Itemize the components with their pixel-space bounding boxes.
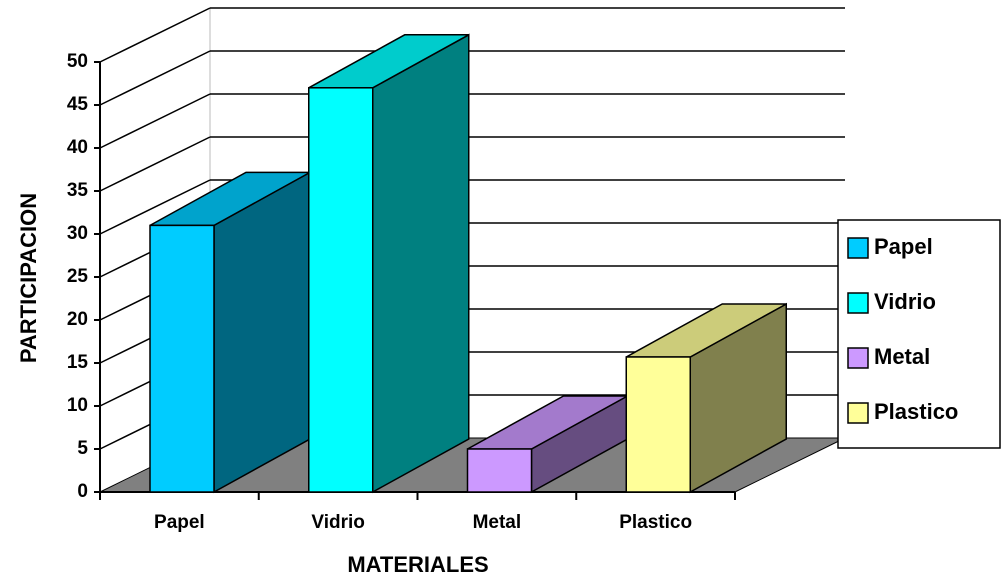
- grid-line: [99, 179, 211, 235]
- grid-line: [99, 93, 211, 149]
- bar-side: [372, 33, 470, 494]
- legend-label: Plastico: [874, 399, 958, 424]
- y-tick-label: 15: [67, 352, 89, 373]
- bar: [625, 356, 691, 493]
- x-tick-label: Metal: [473, 512, 522, 533]
- bar: [149, 224, 215, 493]
- bar: [308, 87, 374, 493]
- legend-swatch: [847, 347, 869, 369]
- grid-line: [99, 136, 211, 192]
- y-tick-label: 5: [77, 438, 88, 459]
- y-tick-label: 0: [77, 481, 88, 502]
- y-axis-title: PARTICIPACION: [16, 193, 41, 363]
- grid-line: [99, 50, 211, 106]
- legend-swatch: [847, 237, 869, 259]
- y-tick-label: 25: [67, 266, 89, 287]
- legend-label: Vidrio: [874, 289, 936, 314]
- y-tick-label: 20: [67, 309, 88, 330]
- legend-swatch: [847, 402, 869, 424]
- y-tick-label: 40: [67, 137, 88, 158]
- x-tick-label: Papel: [154, 512, 205, 533]
- y-tick-label: 50: [67, 51, 88, 72]
- legend-label: Metal: [874, 344, 930, 369]
- x-tick-label: Plastico: [619, 512, 692, 533]
- bar: [466, 448, 533, 493]
- grid-line: [99, 7, 211, 63]
- bar-side: [213, 171, 311, 494]
- y-tick-label: 10: [67, 395, 88, 416]
- legend-swatch: [847, 292, 869, 314]
- y-tick-label: 30: [67, 223, 88, 244]
- x-axis-title: MATERIALES: [347, 552, 488, 577]
- legend-label: Papel: [874, 234, 933, 259]
- y-tick-label: 45: [67, 94, 89, 115]
- y-tick-label: 35: [67, 180, 89, 201]
- x-tick-label: Vidrio: [311, 512, 365, 533]
